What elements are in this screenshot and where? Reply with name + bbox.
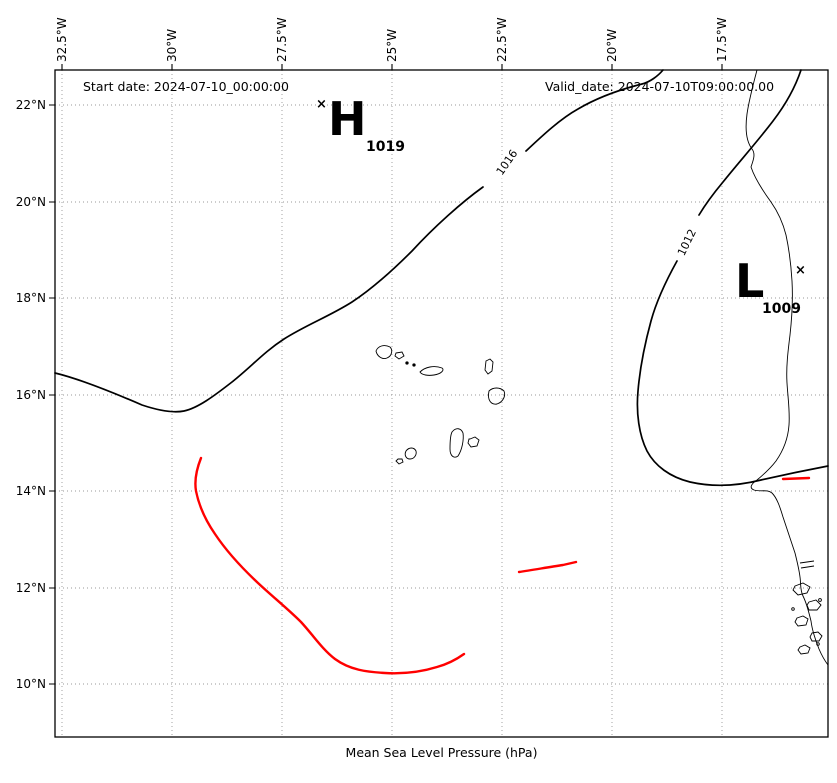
axis-ticks bbox=[49, 64, 723, 685]
valid-date-text: Valid_date: 2024-07-10T09:00:00.00 bbox=[545, 79, 775, 94]
cape-verde-islands bbox=[375, 345, 506, 465]
red-feature-lines bbox=[194, 456, 811, 675]
y-tick-label: 20°N bbox=[15, 195, 46, 209]
coastline-west-africa bbox=[745, 69, 829, 666]
axis-title: Mean Sea Level Pressure (hPa) bbox=[345, 745, 538, 760]
isobar-1016 bbox=[54, 69, 664, 413]
coastal-islands bbox=[791, 582, 823, 655]
low-center-marker-icon: × bbox=[795, 263, 806, 278]
red-segment-central bbox=[517, 560, 578, 574]
y-tick-label: 14°N bbox=[15, 484, 46, 498]
x-tick-label: 25°W bbox=[385, 28, 399, 62]
x-tick-label: 27.5°W bbox=[275, 17, 289, 62]
high-center-marker-icon: × bbox=[316, 97, 327, 112]
x-tick-label: 32.5°W bbox=[55, 17, 69, 62]
red-segment-east bbox=[781, 476, 811, 481]
x-tick-label: 22.5°W bbox=[495, 17, 509, 62]
y-tick-label: 22°N bbox=[15, 98, 46, 112]
y-tick-label: 10°N bbox=[15, 677, 46, 691]
y-tick-label: 16°N bbox=[15, 388, 46, 402]
x-tick-label: 20°W bbox=[605, 28, 619, 62]
low-value: 1009 bbox=[762, 301, 801, 317]
isobar-1012 bbox=[636, 69, 829, 487]
low-symbol: L bbox=[735, 254, 765, 308]
high-value: 1019 bbox=[366, 139, 405, 155]
start-date-text: Start date: 2024-07-10_00:00:00 bbox=[83, 79, 289, 94]
high-symbol: H bbox=[328, 92, 367, 146]
y-tick-label: 18°N bbox=[15, 291, 46, 305]
plot-border bbox=[54, 69, 829, 738]
x-tick-label: 17.5°W bbox=[715, 17, 729, 62]
red-arc-southwest bbox=[194, 456, 466, 675]
y-tick-label: 12°N bbox=[15, 581, 46, 595]
grid-lines bbox=[55, 70, 828, 737]
x-tick-label: 30°W bbox=[165, 28, 179, 62]
